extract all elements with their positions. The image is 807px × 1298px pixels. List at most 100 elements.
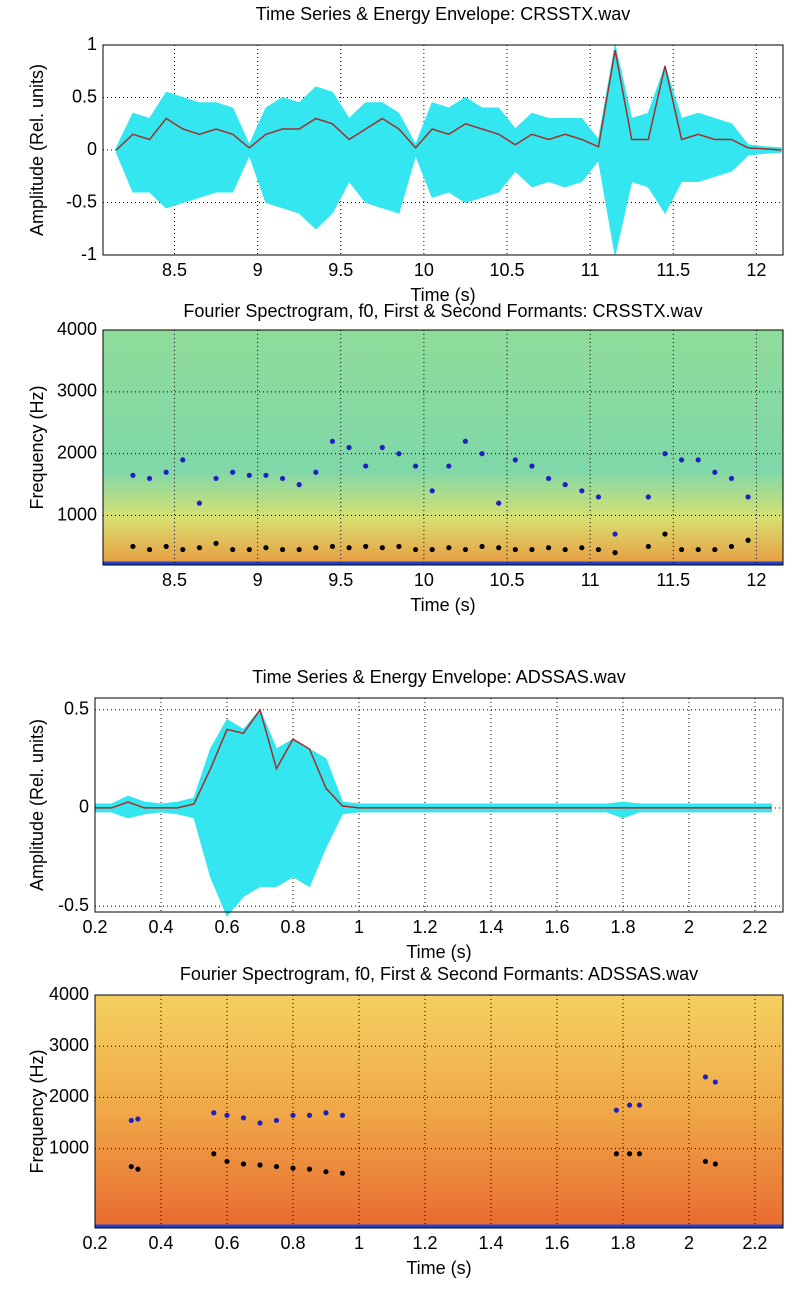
y-axis-label: Amplitude (Rel. units) [27, 64, 47, 236]
y-axis-label: Amplitude (Rel. units) [27, 719, 47, 891]
x-tick-label: 8.5 [162, 260, 187, 280]
formant-point [613, 1107, 619, 1113]
formant-point [728, 475, 735, 482]
y-axis-label: Frequency (Hz) [27, 1049, 47, 1173]
y-tick-label: 3000 [57, 381, 97, 401]
x-axis-label: Time (s) [406, 942, 471, 962]
x-tick-label: 11.5 [656, 260, 690, 280]
envelope-line [115, 50, 782, 151]
formant-point [180, 457, 186, 463]
formant-point [462, 438, 469, 444]
formant-point [346, 444, 352, 451]
x-tick-label: 9 [253, 260, 263, 280]
x-tick-label: 1.8 [610, 1233, 635, 1253]
formant-point [230, 469, 236, 475]
waveform-area [94, 708, 773, 809]
y-tick-label: 0 [79, 797, 89, 817]
formant-point [745, 537, 751, 543]
formant-point [702, 1074, 709, 1080]
formant-point [379, 545, 385, 551]
formant-point [339, 1112, 346, 1118]
formant-point [446, 463, 452, 469]
x-tick-label: 10 [414, 570, 434, 590]
x-tick-label: 0.6 [214, 1233, 239, 1253]
x-tick-label: 0.8 [280, 917, 305, 937]
x-tick-label: 1.4 [478, 1233, 503, 1253]
y-tick-label: 4000 [57, 319, 97, 339]
formant-point [339, 1170, 346, 1176]
x-tick-label: 8.5 [162, 570, 187, 590]
formant-point [662, 531, 668, 537]
formant-point [306, 1112, 313, 1118]
formant-point [263, 545, 269, 551]
x-tick-label: 9.5 [328, 570, 353, 590]
formant-point [662, 451, 668, 457]
y-tick-label: -0.5 [66, 191, 97, 211]
formant-point [135, 1116, 141, 1122]
formant-point [529, 546, 535, 553]
formant-point [296, 546, 302, 553]
x-tick-label: 1.8 [610, 917, 635, 937]
formant-point [678, 546, 685, 553]
y-tick-label: 1000 [49, 1137, 89, 1157]
x-tick-label: 2.2 [742, 917, 767, 937]
x-tick-label: 1.2 [412, 1233, 437, 1253]
formant-point [240, 1161, 247, 1167]
chart-title: Time Series & Energy Envelope: CRSSTX.wa… [256, 4, 630, 24]
axes-box [94, 697, 784, 913]
formant-point [273, 1163, 280, 1170]
x-tick-label: 12 [746, 260, 766, 280]
formant-point [396, 543, 402, 550]
formant-point [636, 1151, 643, 1157]
formant-point [246, 472, 252, 478]
x-tick-label: 0.8 [280, 1233, 305, 1253]
formant-point [290, 1165, 296, 1171]
chart-title: Fourier Spectrogram, f0, First & Second … [183, 301, 702, 321]
y-tick-label: 0.5 [72, 86, 97, 106]
x-axis-label: Time (s) [410, 595, 475, 615]
formant-point [290, 1112, 296, 1118]
y-tick-label: -1 [81, 244, 97, 264]
waveform-area [94, 807, 773, 917]
x-tick-label: 1.4 [478, 917, 503, 937]
formant-point [579, 488, 585, 494]
envelope-line [95, 708, 772, 809]
formant-point [329, 438, 336, 444]
formant-point [213, 540, 219, 546]
axes-box [94, 994, 784, 1229]
y-tick-label: 4000 [49, 984, 89, 1004]
x-tick-label: 11.5 [656, 570, 690, 590]
formant-point [211, 1151, 217, 1157]
formant-point [230, 546, 236, 553]
formant-point [130, 472, 136, 478]
formant-point [712, 469, 718, 475]
x-tick-label: 11 [581, 570, 600, 590]
formant-point [128, 1117, 134, 1124]
formant-point [146, 475, 153, 482]
formant-point [645, 543, 651, 550]
x-tick-label: 1 [354, 1233, 364, 1253]
formant-point [396, 451, 402, 457]
chart-title: Time Series & Energy Envelope: ADSSAS.wa… [252, 667, 626, 687]
formant-point [479, 543, 485, 550]
formant-point [429, 488, 435, 494]
formant-point [695, 457, 701, 463]
formant-point [379, 444, 385, 451]
x-tick-label: 9 [253, 570, 263, 590]
x-tick-label: 10.5 [489, 570, 524, 590]
formant-point [211, 1110, 217, 1116]
formant-point [306, 1166, 313, 1172]
formant-point [462, 546, 469, 553]
formant-point [626, 1102, 633, 1108]
formant-point [626, 1151, 633, 1157]
x-tick-label: 1.6 [544, 917, 569, 937]
formant-point [196, 545, 203, 551]
x-tick-label: 0.4 [148, 917, 173, 937]
formant-point [579, 545, 585, 551]
x-tick-label: 0.6 [214, 917, 239, 937]
formant-point [323, 1110, 329, 1116]
y-tick-label: -0.5 [58, 895, 89, 915]
formant-point [612, 531, 618, 537]
formant-point [595, 494, 602, 500]
formant-point [529, 463, 535, 469]
